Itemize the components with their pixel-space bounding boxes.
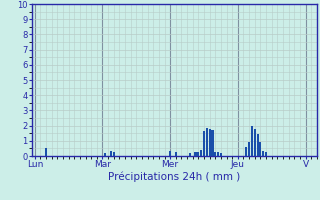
Bar — [45, 148, 47, 156]
Bar — [262, 151, 264, 156]
X-axis label: Précipitations 24h ( mm ): Précipitations 24h ( mm ) — [108, 172, 241, 182]
Bar — [200, 150, 202, 156]
Bar — [245, 147, 247, 156]
Bar — [209, 129, 211, 156]
Bar — [175, 152, 177, 156]
Bar — [217, 152, 219, 156]
Bar — [169, 151, 171, 156]
Bar — [251, 126, 253, 156]
Bar — [257, 134, 259, 156]
Bar — [195, 152, 196, 156]
Bar — [248, 142, 250, 156]
Bar — [197, 152, 199, 156]
Bar — [110, 151, 112, 156]
Bar — [206, 128, 208, 156]
Bar — [104, 153, 106, 156]
Bar — [203, 131, 205, 156]
Bar — [259, 142, 261, 156]
Bar — [265, 152, 267, 156]
Bar — [212, 130, 213, 156]
Bar — [254, 129, 256, 156]
Bar — [214, 152, 216, 156]
Bar — [113, 152, 115, 156]
Bar — [220, 153, 222, 156]
Bar — [189, 153, 191, 156]
